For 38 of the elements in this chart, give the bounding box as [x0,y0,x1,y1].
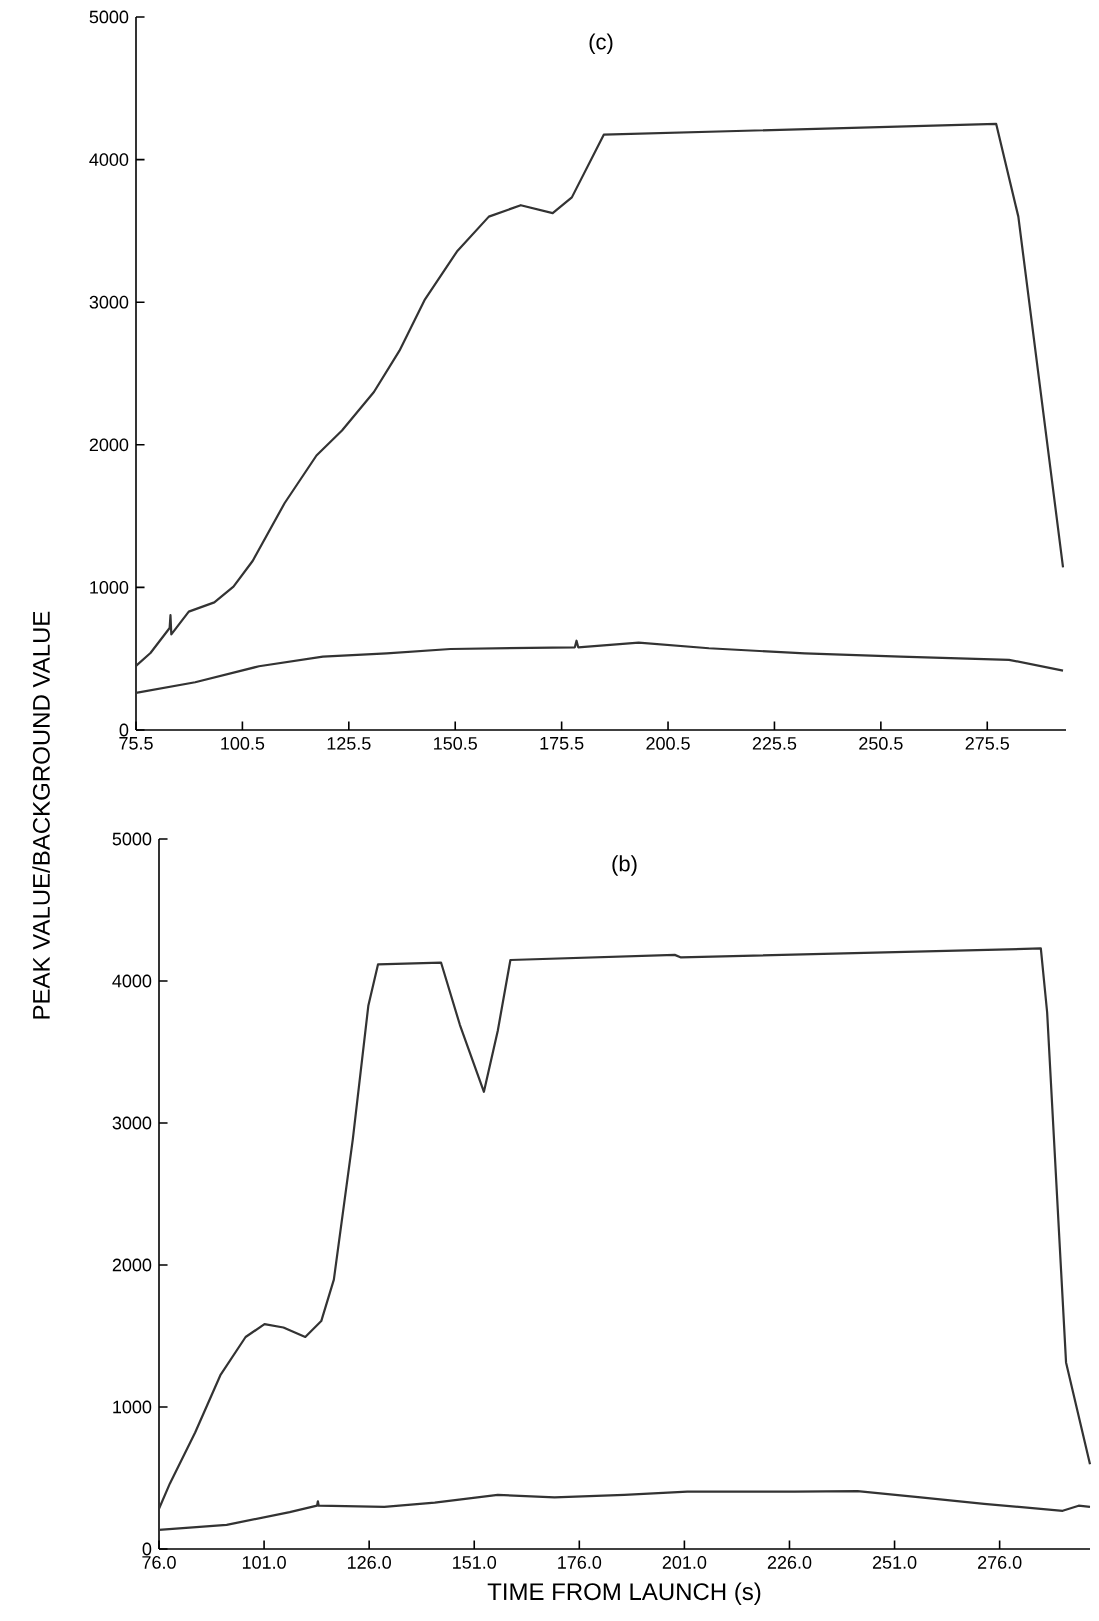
text: (c) [589,33,613,54]
x-tick-label: 125.5 [327,737,371,750]
x-tick-label: 275.5 [965,737,1010,750]
x-axis-title: TIME FROM LAUNCH (s) [487,1582,761,1605]
x-tick-label: 101.0 [242,1556,286,1569]
y-tick-label: 0 [142,1542,152,1556]
y-tick-label: 1000 [90,581,129,594]
x-tick-label: 176.0 [558,1556,602,1569]
y-tick-label: 4000 [89,153,129,166]
y-tick-label: 4000 [112,974,152,988]
x-tick-label: 251.0 [872,1556,917,1569]
x-tick-label: 150.5 [434,737,477,750]
x-tick-label: 126.0 [348,1556,391,1569]
y-tick-label: 1000 [113,1400,152,1414]
y-tick-label: 3000 [112,1116,152,1130]
y-axis-title: PEAK VALUE/BACKGROUND VALUE [32,611,50,1019]
y-tick-label: 2000 [89,438,129,452]
text: (b) [612,855,637,876]
y-tick-label: 5000 [89,10,129,24]
x-tick-label: 276.0 [978,1556,1022,1569]
line-series [157,947,1092,1510]
x-tick-label: 226.0 [767,1556,812,1569]
x-tick-label: 250.5 [859,737,903,750]
x-tick-label: 100.5 [221,737,265,750]
x-tick-label: 76.0 [142,1556,176,1569]
y-tick-label: 3000 [89,295,129,309]
y-tick-label: 2000 [112,1258,152,1272]
x-tick-label: 75.5 [119,737,153,750]
y-tick-label: 0 [119,723,129,737]
line-series [134,639,1065,695]
x-tick-label: 151.0 [453,1556,497,1569]
y-tick-label: 5000 [112,832,152,846]
line-series [134,122,1065,667]
x-tick-label: 200.5 [646,737,690,750]
x-tick-label: 225.5 [752,737,797,750]
line-series [157,1489,1092,1531]
x-tick-label: 175.5 [540,737,584,750]
x-tick-label: 201.0 [662,1556,707,1569]
